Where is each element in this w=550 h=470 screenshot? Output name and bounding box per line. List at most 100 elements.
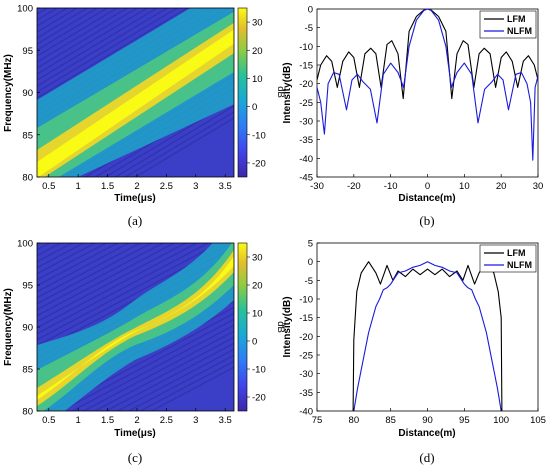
x-tick-label: 3.5 bbox=[219, 415, 232, 426]
fringe-line bbox=[27, 0, 244, 8]
y-tick-label: -10 bbox=[299, 295, 313, 306]
x-tick-label: 0.5 bbox=[42, 181, 55, 192]
panel-label-d: (d) bbox=[419, 450, 434, 465]
ylabel-d: Intensity(dB) bbox=[282, 296, 293, 357]
fringe-line bbox=[150, 366, 234, 411]
y-tick-label: -15 bbox=[299, 61, 313, 72]
x-tick-label: 2 bbox=[134, 181, 139, 192]
x-tick-label: 2.5 bbox=[160, 181, 173, 192]
x-tick-label: 0.5 bbox=[42, 415, 55, 426]
ridge-peak-c bbox=[37, 256, 234, 400]
fringe-line bbox=[37, 8, 79, 33]
fringe-line bbox=[37, 8, 179, 93]
fringe-line bbox=[37, 243, 154, 305]
panel-d: 75 80 85 90 95 100 105 5 0 -5 -10 -15 -20 -25 -30 -35 -4… bbox=[282, 239, 546, 466]
xlabel-a: Time(μs) bbox=[114, 193, 156, 204]
colorbar-tick-label: -10 bbox=[252, 365, 266, 376]
colorbar-tick-label: -10 bbox=[252, 130, 266, 141]
axis-ticks-b: -30 -20 -10 0 10 20 30 0 -5 -10 -15 -20 -25 -30 -35 -40… bbox=[299, 5, 543, 193]
y-tick-label: -15 bbox=[299, 313, 313, 324]
colorbar-tick-label: 20 bbox=[252, 281, 263, 292]
colorbar-tick-label: -20 bbox=[252, 158, 266, 169]
panel-label-a: (a) bbox=[128, 213, 142, 228]
fringe-line bbox=[127, 354, 234, 411]
y-tick-label: -5 bbox=[305, 276, 313, 287]
ylabel-a: Frequency(MHz) bbox=[3, 54, 14, 132]
fringe-line bbox=[37, 243, 97, 275]
fringe-line bbox=[37, 243, 74, 263]
colorbar-tick-label: 20 bbox=[252, 46, 263, 57]
x-tick-label: 105 bbox=[530, 415, 546, 426]
fringe-line bbox=[37, 243, 165, 311]
y-tick-label: -30 bbox=[299, 369, 313, 380]
fringe-line bbox=[37, 8, 139, 69]
fringe-line bbox=[37, 8, 169, 87]
colorbar-c bbox=[237, 242, 248, 412]
series-line-nlfm bbox=[317, 9, 538, 161]
x-tick-label: 10 bbox=[459, 181, 470, 192]
fringe-line bbox=[37, 8, 129, 63]
xlabel-d: Distance(m) bbox=[398, 428, 455, 439]
fringe-line bbox=[116, 348, 234, 411]
fringe-line bbox=[37, 8, 119, 57]
colorbar-a bbox=[237, 7, 248, 178]
fringe-line bbox=[37, 243, 199, 329]
colorbar-tick-label: 0 bbox=[252, 102, 257, 113]
legend-b: LFM NLFM bbox=[479, 10, 537, 39]
legend-label-nlfm-b: NLFM bbox=[507, 26, 532, 36]
y-tick-label: 100 bbox=[17, 239, 33, 250]
y-tick-label: 85 bbox=[22, 130, 33, 141]
y-tick-label: 85 bbox=[22, 365, 33, 376]
x-tick-label: 2.5 bbox=[160, 415, 173, 426]
ridge-peak-a bbox=[37, 29, 234, 177]
x-tick-label: 90 bbox=[422, 415, 433, 426]
fringe-line bbox=[37, 8, 89, 39]
panel-label-b: (b) bbox=[419, 213, 434, 228]
spectrogram-c bbox=[37, 243, 234, 411]
y-tick-label: 95 bbox=[22, 281, 33, 292]
colorbar-tick-label: 10 bbox=[252, 309, 263, 320]
colorbar-tick-label: -20 bbox=[252, 393, 266, 404]
y-tick-label: 90 bbox=[22, 323, 33, 334]
xlabel-c: Time(μs) bbox=[114, 428, 156, 439]
colorbar-ticks-c: 30 20 10 0 -10 -20 bbox=[247, 253, 266, 404]
y-tick-label: 0 bbox=[308, 257, 313, 268]
y-tick-label: -10 bbox=[299, 42, 313, 53]
fringe-line bbox=[82, 330, 234, 411]
legend-label-nlfm-d: NLFM bbox=[507, 260, 532, 270]
x-tick-label: 1 bbox=[76, 181, 81, 192]
colorbar-tick-label: 0 bbox=[252, 337, 257, 348]
y-tick-label: -25 bbox=[299, 351, 313, 362]
x-tick-label: 85 bbox=[385, 415, 396, 426]
y-tick-label: 0 bbox=[308, 5, 313, 16]
x-tick-label: 20 bbox=[496, 181, 507, 192]
x-tick-label: -20 bbox=[347, 181, 361, 192]
y-tick-label: -25 bbox=[299, 98, 313, 109]
panel-b: -30 -20 -10 0 10 20 30 0 -5 -10 -15 -20 -25 -30 -35 -40… bbox=[282, 5, 543, 229]
colorbar-tick-label: 10 bbox=[252, 74, 263, 85]
y-tick-label: -45 bbox=[299, 173, 313, 184]
axis-ticks-d: 75 80 85 90 95 100 105 5 0 -5 -10 -15 -20 -25 -30 -35 -4… bbox=[299, 239, 546, 427]
ylabel-c: Frequency(MHz) bbox=[3, 288, 14, 366]
fringe-line bbox=[93, 336, 234, 411]
fringe-line bbox=[37, 8, 159, 81]
x-tick-label: 100 bbox=[493, 415, 509, 426]
axis-ticks-c: 0.5 1 1.5 2 2.5 3 3.5 80 85 90 95 100 bbox=[17, 239, 232, 427]
y-tick-label: 80 bbox=[22, 173, 33, 184]
x-tick-label: 80 bbox=[349, 415, 360, 426]
colorbar-label-c: dB bbox=[275, 321, 286, 333]
fringe-line bbox=[138, 360, 234, 411]
legend-label-lfm-d: LFM bbox=[507, 248, 526, 258]
legend-d: LFM NLFM bbox=[479, 244, 537, 273]
fringe-line bbox=[37, 8, 149, 75]
x-tick-label: 95 bbox=[459, 415, 470, 426]
fringe-line bbox=[124, 111, 234, 177]
y-tick-label: -30 bbox=[299, 117, 313, 128]
ridge-mid-c bbox=[37, 243, 234, 411]
series-line-nlfm bbox=[353, 261, 502, 411]
fringe-line bbox=[104, 342, 234, 411]
x-tick-label: 3 bbox=[193, 181, 198, 192]
x-tick-label: 1 bbox=[76, 415, 81, 426]
